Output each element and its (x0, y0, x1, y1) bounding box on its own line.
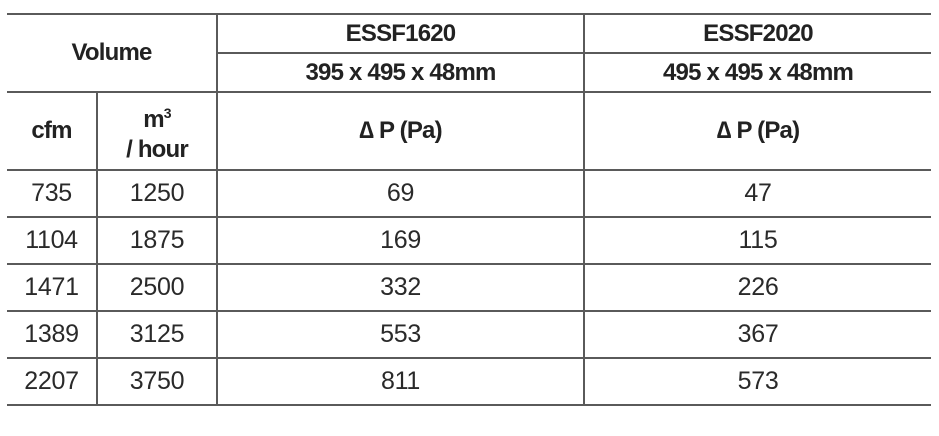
model-name-essf2020: ESSF2020 (583, 13, 932, 54)
table-row: 735 1250 69 47 (7, 169, 932, 218)
table-row: 1471 2500 332 226 (7, 263, 932, 312)
per-hour-unit: / hour (126, 135, 189, 163)
cell-m3-hour: 2500 (95, 263, 219, 312)
table-row: 2207 3750 811 573 (7, 357, 932, 406)
cell-essf1620: 69 (216, 169, 586, 218)
cell-cfm: 1389 (7, 310, 98, 359)
cell-essf1620: 811 (216, 357, 586, 406)
cell-cfm: 1471 (7, 263, 98, 312)
cell-m3-hour: 3125 (95, 310, 219, 359)
cfm-header: cfm (7, 91, 98, 171)
cell-essf1620: 332 (216, 263, 586, 312)
cell-m3-hour: 1875 (95, 216, 219, 265)
cell-cfm: 735 (7, 169, 98, 218)
table-row: 1104 1875 169 115 (7, 216, 932, 265)
cell-essf2020: 573 (583, 357, 932, 406)
cell-cfm: 1104 (7, 216, 98, 265)
pressure-header-essf2020: ∆ P (Pa) (583, 91, 932, 171)
pressure-drop-table: Volume ESSF1620 ESSF2020 395 x 495 x 48m… (7, 13, 932, 406)
m3-hour-header: m3 / hour (95, 91, 219, 171)
m3-superscript: 3 (163, 104, 172, 121)
model-dimensions-essf1620: 395 x 495 x 48mm (217, 52, 586, 93)
cell-m3-hour: 1250 (95, 169, 219, 218)
cell-essf2020: 367 (583, 310, 932, 359)
cell-cfm: 2207 (7, 357, 98, 406)
table-row: 1389 3125 553 367 (7, 310, 932, 359)
cell-essf2020: 115 (583, 216, 932, 265)
cell-essf1620: 169 (216, 216, 586, 265)
volume-header: Volume (7, 13, 219, 93)
cell-essf2020: 47 (583, 169, 932, 218)
cell-essf2020: 226 (583, 263, 932, 312)
model-name-essf1620: ESSF1620 (216, 13, 586, 54)
m3-unit: m (143, 105, 164, 133)
model-dimensions-essf2020: 495 x 495 x 48mm (583, 52, 932, 93)
cell-essf1620: 553 (216, 310, 586, 359)
pressure-header-essf1620: ∆ P (Pa) (216, 91, 586, 171)
cell-m3-hour: 3750 (95, 357, 219, 406)
